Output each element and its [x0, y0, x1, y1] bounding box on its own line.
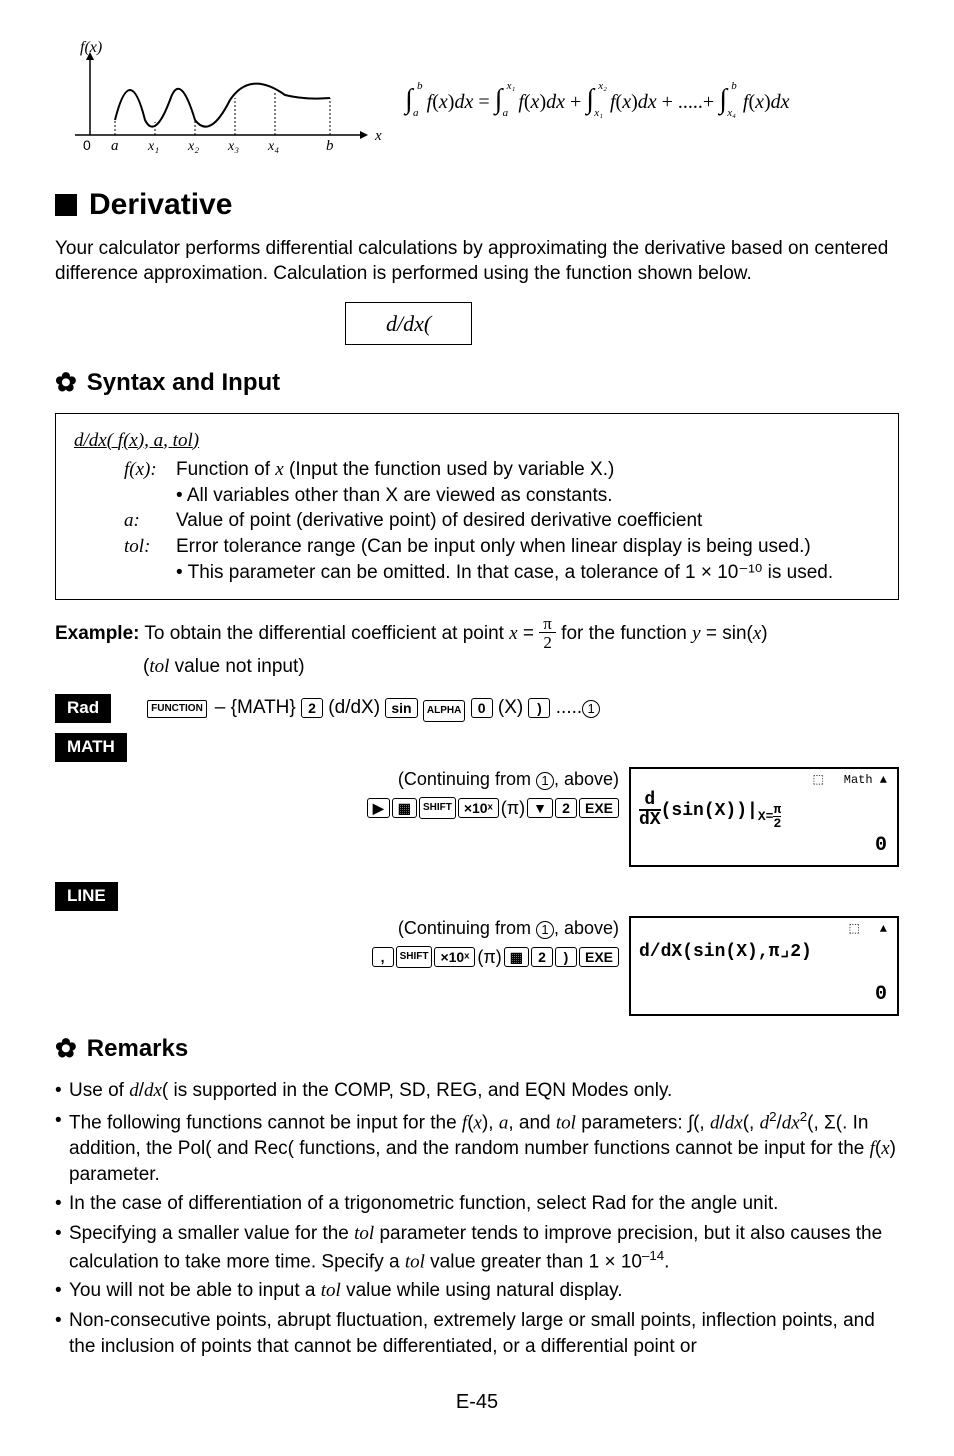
lcd-result: 0: [875, 981, 887, 1008]
remark-item: •Specifying a smaller value for the tol …: [55, 1221, 899, 1275]
svg-text:x₁: x₁: [147, 139, 159, 154]
example-label: Example:: [55, 624, 139, 645]
chevron-icon: ✿: [55, 1031, 77, 1066]
fraction: π2: [539, 615, 556, 653]
section-header: Derivative: [55, 185, 899, 226]
remark-item: •Non-consecutive points, abrupt fluctuat…: [55, 1308, 899, 1359]
param-row: a: Value of point (derivative point) of …: [124, 508, 880, 534]
rad-key-sequence: Rad FUNCTION – {MATH} 2 (d/dX) sin ALPHA…: [55, 694, 899, 723]
param-sub-bullet: • This parameter can be omitted. In that…: [176, 560, 880, 586]
square-bullet-icon: [55, 194, 77, 216]
remark-item: •Use of d/dx( is supported in the COMP, …: [55, 1078, 899, 1104]
syntax-signature: d/dx( f(x), a, tol): [74, 428, 880, 454]
remark-item: •The following functions cannot be input…: [55, 1108, 899, 1187]
param-desc: Error tolerance range (Can be input only…: [176, 534, 880, 560]
param-sub-bullet: • All variables other than X are viewed …: [176, 483, 880, 509]
param-desc: Value of point (derivative point) of des…: [176, 508, 880, 534]
svg-text:x: x: [374, 128, 382, 144]
math-key-sequence: ▶▦SHIFT×10ˣ(π)▼2EXE: [367, 796, 619, 820]
line-continue-label: (Continuing from 1, above) ,SHIFT×10ˣ(π)…: [372, 916, 619, 969]
line-tag: LINE: [55, 882, 118, 911]
function-name-box: d/dx(: [345, 302, 472, 346]
lcd-expression: d/dX(sin(X),π⌟2): [639, 940, 812, 964]
line-key-sequence: ,SHIFT×10ˣ(π)▦2)EXE: [372, 945, 619, 969]
line-display-row: (Continuing from 1, above) ,SHIFT×10ˣ(π)…: [55, 916, 899, 1016]
calculator-display-math: ⬚Math ▲ ddX(sin(X))|X=π2 0: [629, 767, 899, 867]
svg-text:0: 0: [83, 137, 91, 153]
section-title: Derivative: [89, 185, 232, 226]
svg-text:x₃: x₃: [227, 139, 239, 154]
math-tag: MATH: [55, 733, 127, 762]
lcd-expression: ddX(sin(X))|X=π2: [639, 791, 781, 829]
intro-paragraph: Your calculator performs differential ca…: [55, 236, 899, 287]
example-block: Example: To obtain the differential coef…: [55, 615, 899, 679]
svg-text:f(x): f(x): [80, 40, 102, 56]
syntax-heading: Syntax and Input: [87, 367, 280, 399]
remarks-heading-row: ✿ Remarks: [55, 1031, 899, 1066]
integral-graph-row: f(x) x 0 a x₁ x₂ x₃ x₄ b ∫baf(x)dx = ∫x₁…: [55, 40, 899, 160]
function-key: FUNCTION: [147, 700, 207, 718]
remarks-heading: Remarks: [87, 1033, 188, 1065]
param-row: f(x): Function of x (Input the function …: [124, 457, 880, 483]
svg-text:b: b: [326, 138, 334, 154]
page-number: E-45: [55, 1389, 899, 1416]
remarks-list: •Use of d/dx( is supported in the COMP, …: [55, 1078, 899, 1359]
svg-text:a: a: [111, 138, 119, 154]
chevron-icon: ✿: [55, 365, 77, 400]
svg-text:x₂: x₂: [187, 139, 199, 154]
remark-item: •You will not be able to input a tol val…: [55, 1278, 899, 1304]
param-row: tol: Error tolerance range (Can be input…: [124, 534, 880, 560]
param-label: a:: [124, 508, 176, 534]
example-subnote: (tol value not input): [143, 656, 305, 677]
example-text: To obtain the differential coefficient a…: [144, 624, 539, 645]
param-desc: Function of x (Input the function used b…: [176, 457, 880, 483]
integral-curve-graph: f(x) x 0 a x₁ x₂ x₃ x₄ b: [55, 40, 385, 160]
key-seq-text: – {MATH} 2 (d/dX) sin ALPHA 0 (X) ) ....…: [215, 695, 600, 722]
example-text: for the function y = sin(x): [561, 624, 767, 645]
rad-tag: Rad: [55, 694, 111, 723]
calculator-display-line: ⬚▲ d/dX(sin(X),π⌟2) 0: [629, 916, 899, 1016]
integral-split-formula: ∫baf(x)dx = ∫x₁af(x)dx + ∫x₂x₁f(x)dx + .…: [405, 81, 899, 119]
param-label: f(x):: [124, 457, 176, 483]
syntax-box: d/dx( f(x), a, tol) f(x): Function of x …: [55, 413, 899, 601]
param-label: tol:: [124, 534, 176, 560]
syntax-heading-row: ✿ Syntax and Input: [55, 365, 899, 400]
svg-text:x₄: x₄: [267, 139, 279, 154]
math-continue-label: (Continuing from 1, above) ▶▦SHIFT×10ˣ(π…: [367, 767, 619, 820]
remark-item: •In the case of differentiation of a tri…: [55, 1191, 899, 1217]
math-display-row: (Continuing from 1, above) ▶▦SHIFT×10ˣ(π…: [55, 767, 899, 867]
lcd-result: 0: [875, 832, 887, 859]
